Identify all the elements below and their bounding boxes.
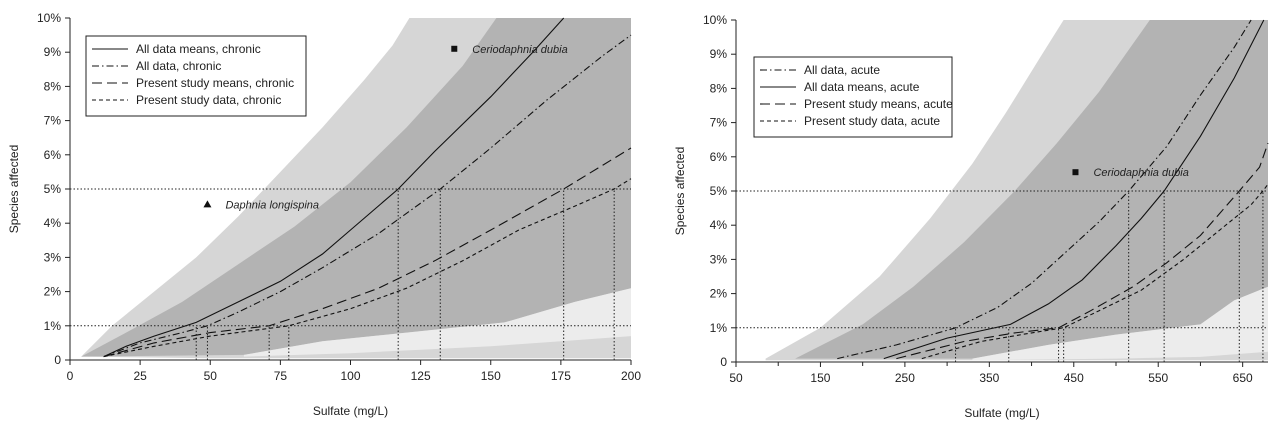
x-tick-label: 0 [67, 369, 74, 383]
x-tick-label: 250 [895, 371, 915, 385]
y-tick-label: 3% [710, 252, 728, 266]
marker-square [451, 45, 458, 52]
series-line-2 [103, 34, 632, 358]
y-tick-label: 9% [710, 47, 728, 61]
x-tick-label: 650 [1233, 371, 1253, 385]
y-tick-label: 3% [44, 250, 62, 264]
y-tick-label: 1% [710, 321, 728, 335]
x-tick-label: 450 [1064, 371, 1084, 385]
legend-entry: Present study means, acute [804, 97, 953, 111]
y-tick-label: 1% [44, 319, 62, 333]
band-mid [81, 18, 631, 357]
band-mid [795, 20, 1268, 359]
legend-entry: All data, chronic [136, 59, 221, 73]
y-tick-label: 10% [703, 13, 727, 27]
y-axis-title: Species affected [7, 145, 21, 234]
band-pale [972, 286, 1268, 361]
legend-entry: Present study data, chronic [136, 93, 281, 107]
y-axis-title: Species affected [673, 147, 687, 236]
y-tick-label: 2% [710, 287, 728, 301]
marker-label: Daphnia longispina [225, 199, 319, 211]
x-tick-label: 50 [729, 371, 743, 385]
x-tick-label: 25 [133, 369, 147, 383]
y-tick-label: 6% [44, 148, 62, 162]
y-tick-label: 2% [44, 285, 62, 299]
x-tick-label: 550 [1148, 371, 1168, 385]
y-tick-label: 5% [44, 182, 62, 196]
legend-box [753, 56, 953, 138]
y-tick-label: 4% [710, 218, 728, 232]
series-line-4 [103, 178, 632, 358]
legend-entry: Present study data, acute [804, 114, 940, 128]
right-chart-panel: 50 150 250 350 450 550 650 0 1% 2% 3% 4% 5% 6% 7% 8% 9% 1… [673, 13, 1269, 420]
legend-entry: All data, acute [804, 63, 880, 77]
legend-entry: All data means, chronic [136, 42, 261, 56]
y-tick-label: 4% [44, 216, 62, 230]
x-tick-label: 125 [411, 369, 431, 383]
series-line-1 [103, 17, 565, 358]
x-tick-label: 150 [481, 369, 501, 383]
legend-entry: All data means, acute [804, 80, 920, 94]
y-tick-label: 0 [54, 353, 61, 367]
left-chart-panel: 0 25 50 75 100 125 150 175 200 0 1% 2% 3% 4% 5% 6% 7% 8% 9… [7, 11, 641, 418]
x-axis-title: Sulfate (mg/L) [964, 406, 1039, 420]
band-pale [243, 288, 631, 357]
y-tick-label: 5% [710, 184, 728, 198]
y-tick-label: 6% [710, 150, 728, 164]
legend: All data, acute All data means, acute Pres… [753, 56, 953, 138]
series-line-1 [837, 19, 1252, 360]
legend-entry: Present study means, chronic [136, 76, 294, 90]
y-tick-label: 7% [710, 116, 728, 130]
x-tick-label: 200 [621, 369, 641, 383]
series-line-3 [103, 147, 632, 358]
y-tick-label: 10% [37, 11, 61, 25]
series-line-4 [921, 183, 1269, 360]
y-tick-label: 9% [44, 45, 62, 59]
x-tick-label: 75 [274, 369, 288, 383]
y-tick-label: 0 [720, 355, 727, 369]
y-tick-label: 8% [44, 79, 62, 93]
legend: All data means, chronic All data, chronic… [85, 35, 307, 117]
marker-triangle [203, 200, 212, 208]
marker-label: Ceriodaphnia dubia [472, 44, 567, 56]
x-tick-label: 150 [810, 371, 830, 385]
marker-label: Ceriodaphnia dubia [1093, 167, 1188, 179]
x-tick-label: 100 [340, 369, 360, 383]
y-tick-label: 8% [710, 81, 728, 95]
x-tick-label: 175 [551, 369, 571, 383]
y-tick-label: 7% [44, 114, 62, 128]
series-line-2 [883, 19, 1265, 360]
marker-square [1072, 169, 1079, 176]
x-axis-title: Sulfate (mg/L) [313, 404, 388, 418]
x-tick-label: 50 [204, 369, 218, 383]
x-tick-label: 350 [979, 371, 999, 385]
